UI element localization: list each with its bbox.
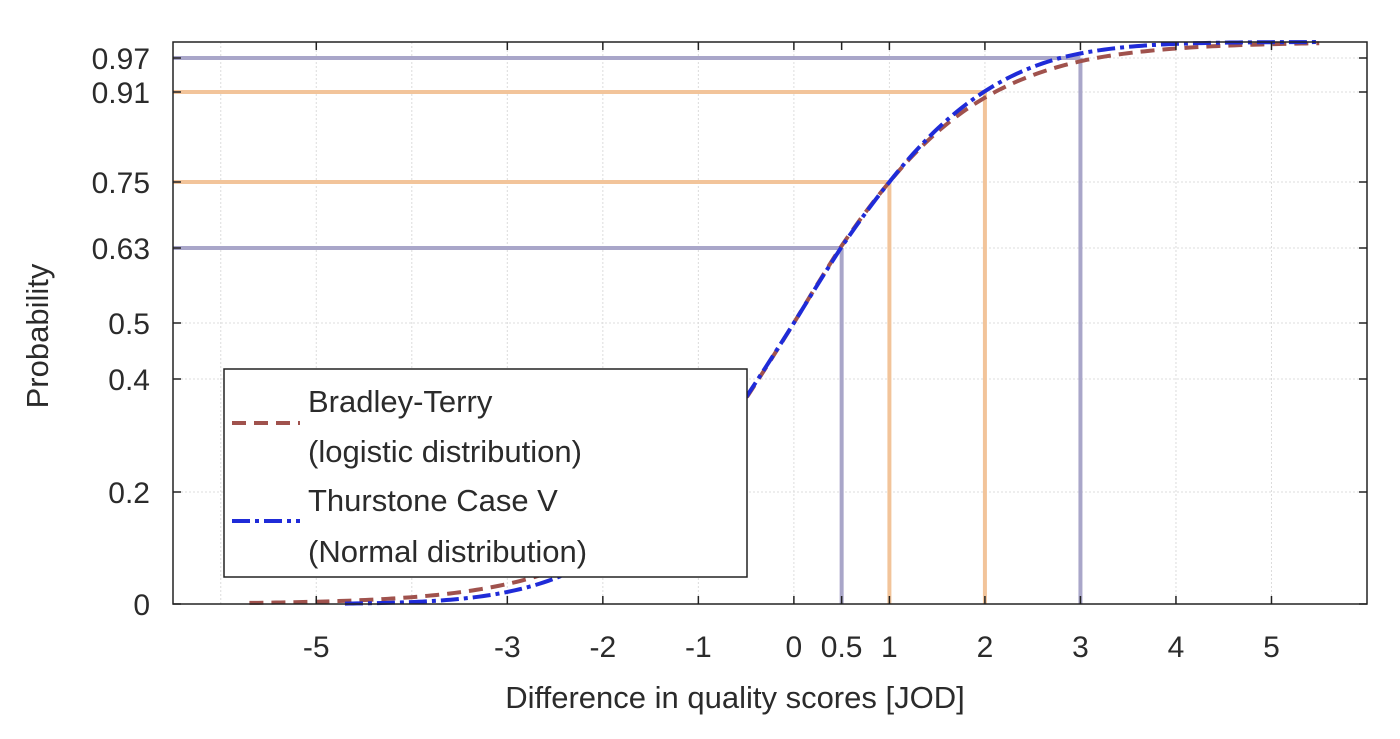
x-tick-label: 1: [881, 631, 898, 664]
x-tick-label: 2: [977, 631, 994, 664]
series-line-thurstone: [344, 40, 1320, 606]
x-tick-label: 4: [1168, 631, 1185, 664]
reference-lines: [173, 56, 1083, 604]
legend-label-thurstone: Thurstone Case V: [308, 483, 558, 518]
y-axis-label: Probability: [20, 263, 55, 408]
y-tick-label: 0: [133, 589, 150, 622]
y-tick-label: 0.91: [92, 77, 150, 110]
series-lines: [249, 40, 1320, 606]
legend-sublabel-bradley-terry: (logistic distribution): [308, 434, 582, 469]
y-tick-label: 0.75: [92, 167, 150, 200]
legend-sublabel-thurstone: (Normal distribution): [308, 534, 587, 569]
x-tick-label: -1: [685, 631, 712, 664]
x-axis-label: Difference in quality scores [JOD]: [505, 680, 964, 715]
y-tick-label: 0.97: [92, 43, 150, 76]
x-tick-label: -2: [589, 631, 616, 664]
x-axis-ticks: -5 -3 -2 -1 0 0.5 1 2 3 4 5: [303, 42, 1280, 664]
legend-label-bradley-terry: Bradley-Terry: [308, 384, 493, 419]
x-tick-label: 3: [1072, 631, 1089, 664]
legend: Bradley-Terry (logistic distribution) Th…: [223, 368, 748, 578]
y-tick-label: 0.2: [108, 477, 150, 510]
x-tick-label: -5: [303, 631, 330, 664]
x-tick-label: 0: [786, 631, 803, 664]
x-tick-label: 0.5: [821, 631, 863, 664]
y-axis-ticks: 0 0.2 0.4 0.5 0.63 0.75 0.910.97: [92, 43, 1367, 622]
x-tick-label: -3: [494, 631, 521, 664]
legend-box: [223, 368, 748, 578]
y-tick-label: 0.63: [92, 233, 150, 266]
y-tick-label: 0.4: [108, 364, 150, 397]
y-tick-label: 0.5: [108, 308, 150, 341]
x-tick-label: 5: [1263, 631, 1280, 664]
